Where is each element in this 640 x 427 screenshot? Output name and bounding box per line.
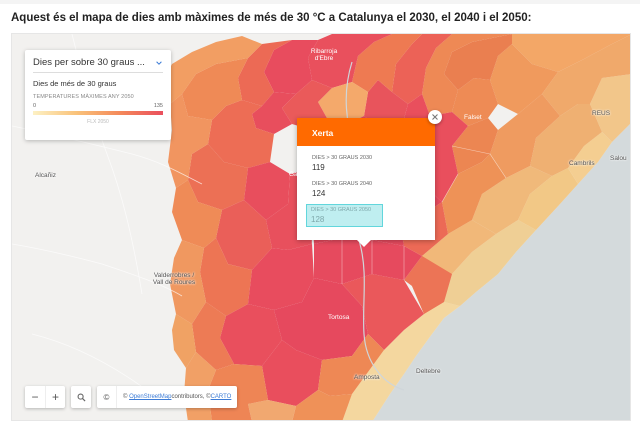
municipality (542, 35, 630, 116)
municipality (168, 94, 212, 188)
municipality (342, 274, 424, 350)
place-label: Deltebre (416, 368, 441, 375)
attribution-toggle[interactable]: © (97, 386, 117, 408)
carto-link[interactable]: CARTO (210, 394, 232, 400)
municipality (244, 162, 290, 220)
municipality (392, 34, 452, 104)
legend-caption: TEMPERATURES MÀXIMES ANY 2050 (33, 94, 134, 100)
municipality (308, 34, 392, 88)
municipality (216, 200, 272, 270)
legend-min: 0 (33, 103, 37, 109)
municipality (444, 220, 536, 306)
sea-area (373, 124, 630, 420)
attribution-prefix: © (123, 394, 128, 400)
place-label: Ga (289, 171, 298, 178)
municipality (188, 144, 248, 210)
search-control (71, 386, 91, 408)
osm-link[interactable]: OpenStreetMap (129, 394, 172, 400)
municipality (452, 118, 498, 174)
municipality (314, 238, 422, 284)
layer-select-value: Dies per sobre 30 graus ... (33, 57, 145, 68)
municipality (568, 132, 612, 184)
popup-tip (357, 240, 371, 247)
popup-row-2030: DIES > 30 GRAUS 2030 119 (297, 155, 435, 172)
popup-row-2050: DIES > 30 GRAUS 2050 128 (306, 204, 383, 227)
municipality (200, 238, 252, 316)
place-label: Cambrils (569, 160, 595, 167)
municipality (208, 100, 274, 168)
popup-row-label: DIES > 30 GRAUS 2030 (312, 155, 373, 161)
municipality (318, 82, 368, 124)
municipality (248, 400, 296, 420)
municipality (452, 78, 498, 126)
municipality (404, 256, 452, 314)
zoom-in-button[interactable]: + (45, 386, 65, 408)
municipality (252, 92, 296, 134)
municipality (352, 34, 422, 92)
popup-row-value: 119 (312, 163, 325, 172)
place-label: Ribarroja d'Ebre (310, 48, 338, 62)
search-icon (77, 393, 86, 402)
close-icon (432, 114, 438, 120)
municipality (172, 180, 222, 248)
popup-row-label: DIES > 30 GRAUS 2050 (311, 207, 372, 213)
place-label: Amposta (354, 374, 380, 381)
legend-source: FLX 2050 (87, 119, 109, 125)
legend-subtitle: Dies de més de 30 graus (33, 79, 117, 88)
place-label: Alcañiz (35, 172, 56, 179)
municipality (342, 302, 460, 420)
municipality (170, 240, 206, 324)
page-heading: Aquest és el mapa de dies amb màximes de… (11, 12, 532, 24)
top-divider (0, 0, 640, 4)
map-controls: − + © © OpenStreetMap contributors, © CA… (25, 386, 238, 408)
municipality (264, 40, 318, 94)
municipality (364, 80, 408, 130)
popup-row-2040: DIES > 30 GRAUS 2040 124 (297, 181, 435, 198)
municipality (490, 44, 558, 114)
chevron-down-icon[interactable] (155, 59, 163, 67)
attribution-mid: contributors, © (171, 394, 211, 400)
info-popup: Xerta DIES > 30 GRAUS 2030 119 DIES > 30… (297, 118, 435, 247)
zoom-out-button[interactable]: − (31, 390, 39, 404)
municipality (518, 168, 578, 230)
municipality (192, 302, 234, 370)
municipality (248, 244, 314, 310)
popup-row-value: 128 (311, 215, 325, 224)
municipality (238, 40, 292, 106)
place-label: REUS (592, 110, 611, 117)
municipality (292, 390, 352, 420)
municipality (172, 314, 196, 368)
legend-scale-labels: 0 135 (33, 103, 163, 109)
popup-row-value: 124 (312, 189, 326, 198)
legend-panel: Dies per sobre 30 graus ... Dies de més … (25, 50, 171, 140)
place-label: Valderrobres / Vall de Roures (152, 272, 196, 286)
layer-select[interactable]: Dies per sobre 30 graus ... (33, 57, 163, 73)
municipality (422, 34, 512, 116)
attribution: © © OpenStreetMap contributors, © CARTO (97, 386, 238, 408)
municipality (490, 94, 560, 178)
municipality (282, 80, 332, 130)
popup-title: Xerta (297, 118, 435, 146)
municipality (530, 104, 602, 176)
municipality (274, 278, 368, 360)
municipality (162, 36, 262, 104)
municipality (472, 166, 552, 234)
municipality (512, 34, 630, 72)
popup-close-button[interactable] (428, 110, 442, 124)
place-label: Tortosa (328, 314, 350, 321)
place-label: Falset (464, 114, 482, 121)
municipality (220, 304, 282, 366)
zoom-controls: − + (25, 386, 65, 408)
legend-max: 135 (153, 103, 163, 109)
legend-color-bar (33, 111, 163, 115)
place-label: Salou (610, 155, 627, 162)
municipality (262, 340, 322, 406)
search-button[interactable] (71, 386, 91, 408)
municipality (444, 34, 512, 90)
popup-row-label: DIES > 30 GRAUS 2040 (312, 181, 373, 187)
municipality (318, 334, 384, 396)
municipality (182, 58, 248, 120)
municipality (590, 74, 630, 142)
map-container[interactable]: Ribarroja d'Ebre Falset REUS Cambrils Sa… (11, 33, 631, 421)
